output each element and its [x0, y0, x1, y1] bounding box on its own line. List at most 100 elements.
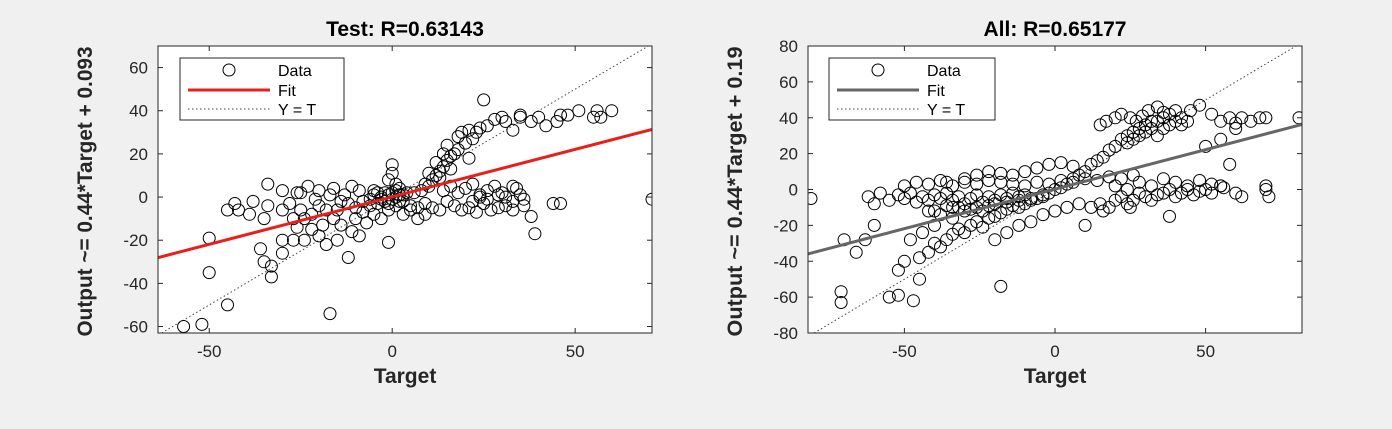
data-point: [334, 194, 348, 208]
y-tick-label: 60: [779, 73, 798, 92]
data-point: [221, 203, 234, 217]
data-point: [1132, 186, 1146, 200]
legend-label: Y = T: [927, 102, 965, 119]
data-point: [495, 110, 509, 124]
data-point: [246, 194, 260, 208]
x-axis-label: Target: [1024, 365, 1087, 388]
legend-label: Fit: [927, 83, 945, 100]
data-point: [922, 204, 935, 218]
data-point: [834, 296, 848, 309]
data-point: [466, 194, 480, 208]
data-point: [462, 123, 476, 137]
data-point: [1018, 179, 1032, 193]
data-point: [524, 210, 538, 223]
data-point: [1193, 174, 1207, 187]
plot-content: [808, 46, 1302, 333]
data-point: [418, 207, 432, 221]
data-point: [367, 184, 381, 198]
data-point: [480, 119, 494, 133]
data-point: [334, 218, 348, 232]
data-point: [345, 225, 359, 239]
data-point: [513, 110, 527, 124]
data-point: [440, 138, 454, 152]
data-point: [345, 179, 359, 193]
data-point: [1150, 188, 1164, 202]
data-point: [286, 212, 300, 226]
data-point: [330, 233, 344, 247]
data-point: [447, 199, 461, 213]
data-point: [275, 246, 289, 260]
data-point: [572, 104, 586, 118]
data-point: [294, 186, 308, 200]
data-point: [994, 279, 1008, 293]
y-tick-label: -80: [773, 324, 798, 343]
data-point: [1141, 104, 1155, 118]
data-point: [1169, 175, 1182, 189]
data-point: [382, 173, 395, 187]
data-point: [1259, 111, 1273, 125]
data-point: [488, 112, 502, 126]
data-point: [319, 203, 333, 217]
data-point: [867, 197, 881, 211]
data-point: [897, 254, 911, 268]
data-point: [554, 197, 567, 210]
data-point: [554, 108, 567, 122]
data-point: [499, 115, 513, 128]
data-point: [221, 298, 234, 312]
data-point: [455, 203, 469, 217]
data-point: [1205, 186, 1219, 200]
data-point: [451, 130, 465, 144]
data-point: [1084, 157, 1098, 171]
data-point: [301, 179, 315, 193]
data-point: [202, 266, 216, 280]
data-points: [177, 93, 652, 333]
data-point: [958, 172, 972, 186]
data-point: [561, 108, 575, 122]
data-point: [594, 110, 608, 124]
data-point: [506, 194, 520, 208]
data-point: [243, 207, 256, 221]
data-point: [308, 192, 322, 206]
data-point: [539, 119, 553, 133]
data-point: [491, 188, 505, 202]
data-point: [352, 229, 366, 243]
chart-2: -50 0 50 -80 -60 -40 -20 0 20 40 60 80 All: R=0.6517…: [724, 18, 1303, 388]
data-point: [261, 199, 275, 213]
data-point: [645, 192, 652, 206]
legend-label: Y = T: [278, 102, 316, 119]
data-point: [232, 203, 245, 217]
data-point: [1084, 200, 1098, 214]
data-point: [605, 104, 619, 118]
data-point: [1132, 175, 1146, 189]
data-point: [275, 233, 289, 247]
data-point: [1244, 114, 1258, 128]
data-point: [1108, 193, 1122, 207]
chart-title: Test: R=0.63143: [326, 18, 484, 41]
data-point: [532, 110, 546, 124]
data-point: [891, 263, 905, 277]
data-point: [195, 317, 209, 331]
y-tick-label: -60: [773, 288, 798, 307]
data-point: [286, 233, 300, 247]
data-point: [473, 190, 487, 204]
legend: Data Fit Y = T: [179, 57, 345, 121]
axes-box: [157, 45, 653, 334]
data-point: [254, 242, 267, 256]
x-tick-label: -50: [892, 342, 917, 361]
data-point: [264, 259, 278, 273]
y-tick-label: 0: [139, 188, 148, 207]
y-tick-label: 60: [129, 59, 148, 78]
y-tick-label: 20: [779, 145, 798, 164]
data-point: [396, 207, 410, 221]
data-point: [1144, 179, 1158, 193]
data-point: [1156, 186, 1170, 200]
x-tick-label: 0: [387, 342, 396, 361]
data-point: [316, 218, 330, 232]
data-point: [305, 222, 319, 236]
data-point: [928, 204, 941, 218]
data-point: [1030, 161, 1044, 175]
data-point: [257, 212, 271, 226]
data-point: [506, 203, 520, 217]
data-point: [1099, 114, 1113, 128]
data-point: [444, 162, 458, 176]
